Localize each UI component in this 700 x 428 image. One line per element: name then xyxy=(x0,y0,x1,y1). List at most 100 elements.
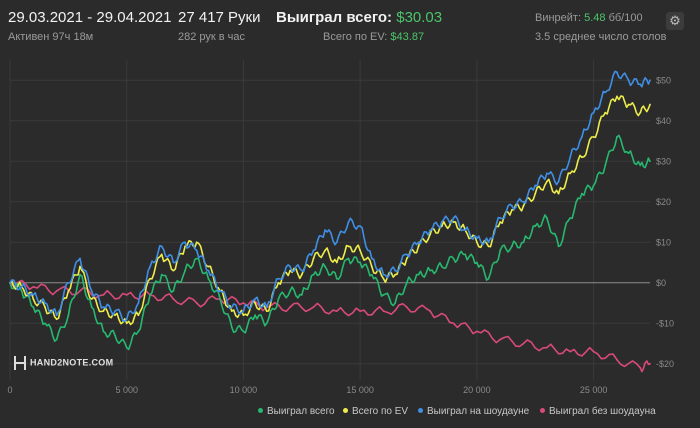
data-point-no-showdown xyxy=(499,338,502,341)
x-tick-label: 10 000 xyxy=(230,385,258,395)
data-point-no-showdown xyxy=(102,294,105,296)
data-point-ev xyxy=(616,95,618,98)
data-point-ev xyxy=(254,302,257,304)
data-point-ev xyxy=(475,241,478,244)
legend-label-no-showdown: Выиграл без шоудауна xyxy=(549,406,656,417)
data-point-ev xyxy=(289,269,292,272)
legend-dot-won-total xyxy=(258,407,263,413)
data-point-won-total xyxy=(160,273,163,276)
x-tick-label: 15 000 xyxy=(346,385,374,395)
data-point-no-showdown xyxy=(429,310,432,313)
legend-dot-no-showdown xyxy=(540,407,545,413)
data-point-showdown xyxy=(347,221,350,223)
data-point-won-total xyxy=(499,249,502,252)
data-point-won-total xyxy=(67,314,70,317)
legend-item-no-showdown[interactable]: Выиграл без шоудауна xyxy=(540,406,656,417)
data-point-won-total xyxy=(370,273,373,276)
legend-item-showdown[interactable]: Выиграл на шоудауне xyxy=(418,406,529,417)
data-point-showdown xyxy=(335,241,338,244)
data-point-won-total xyxy=(219,298,221,300)
winrate-value: 5.48 xyxy=(584,12,606,24)
data-point-ev xyxy=(149,277,151,280)
data-point-won-total xyxy=(382,294,385,296)
data-point-no-showdown xyxy=(522,342,525,345)
data-point-showdown xyxy=(522,200,525,203)
data-point-ev xyxy=(207,265,210,268)
data-point-won-total xyxy=(265,322,268,325)
data-point-ev xyxy=(522,204,525,207)
data-point-won-total xyxy=(545,217,548,219)
data-point-won-total xyxy=(581,192,583,195)
data-point-showdown xyxy=(219,289,221,292)
data-point-won-total xyxy=(90,306,93,308)
data-point-showdown xyxy=(184,241,186,244)
data-point-ev xyxy=(405,257,408,260)
data-point-showdown xyxy=(125,318,128,321)
data-point-won-total xyxy=(487,277,490,280)
data-point-ev xyxy=(557,192,560,195)
legend-item-won-total[interactable]: Выиграл всего xyxy=(258,406,335,417)
data-point-won-total xyxy=(172,289,175,292)
data-point-showdown xyxy=(394,269,397,272)
data-point-no-showdown xyxy=(649,362,651,365)
hands-per-hour: 282 рук в час xyxy=(178,31,246,43)
chart-lines xyxy=(9,70,651,373)
data-point-ev xyxy=(277,281,280,284)
data-point-showdown xyxy=(417,241,420,244)
active-time: Активен 97ч 18м xyxy=(8,31,94,43)
hand2note-logo: HAND2NOTE.COM xyxy=(14,356,113,376)
data-point-ev xyxy=(649,103,651,106)
data-point-won-total xyxy=(195,257,198,260)
legend-item-ev[interactable]: Всего по EV xyxy=(343,406,408,417)
data-point-ev xyxy=(160,253,163,256)
data-point-ev xyxy=(581,156,583,159)
logo-text: HAND2NOTE.COM xyxy=(30,357,114,368)
data-point-showdown xyxy=(452,217,455,219)
data-point-ev xyxy=(230,310,233,313)
data-point-won-total xyxy=(510,245,513,248)
data-point-won-total xyxy=(125,346,128,349)
data-point-no-showdown xyxy=(195,302,198,304)
data-point-won-total xyxy=(359,261,362,264)
data-point-won-total xyxy=(604,164,607,167)
data-point-ev xyxy=(569,172,572,175)
data-point-won-total xyxy=(452,257,455,260)
data-point-no-showdown xyxy=(79,289,81,292)
data-point-ev xyxy=(370,265,373,268)
data-point-ev xyxy=(499,221,502,223)
data-point-showdown xyxy=(475,237,478,240)
data-point-ev xyxy=(195,241,198,244)
gear-icon[interactable]: ⚙ xyxy=(666,12,684,30)
data-point-ev xyxy=(487,245,490,248)
data-point-showdown xyxy=(67,281,70,284)
data-point-ev xyxy=(347,245,350,248)
ev-label: Всего по EV: xyxy=(323,31,388,43)
data-point-no-showdown xyxy=(242,302,245,304)
data-point-ev xyxy=(359,249,362,252)
data-point-won-total xyxy=(79,273,81,276)
data-point-won-total xyxy=(289,289,292,292)
data-point-ev xyxy=(452,221,455,223)
data-point-won-total xyxy=(464,253,467,256)
data-point-ev xyxy=(265,310,268,313)
winrate-unit: бб/100 xyxy=(608,12,643,24)
y-tick-label: $20 xyxy=(656,197,671,207)
data-point-won-total xyxy=(254,314,257,317)
data-point-won-total xyxy=(649,160,651,163)
data-point-won-total xyxy=(627,152,630,155)
y-tick-label: -$10 xyxy=(656,318,674,328)
data-point-showdown xyxy=(359,225,362,227)
data-point-showdown xyxy=(324,229,327,232)
data-point-won-total xyxy=(616,136,618,138)
data-point-no-showdown xyxy=(32,285,35,288)
date-range[interactable]: 29.03.2021 - 29.04.2021 xyxy=(8,9,172,26)
data-point-no-showdown xyxy=(545,346,548,349)
data-point-won-total xyxy=(347,257,350,260)
legend-label-ev: Всего по EV xyxy=(352,406,409,417)
hands-count: 27 417 Руки xyxy=(178,9,261,26)
data-point-won-total xyxy=(114,334,116,337)
data-point-ev xyxy=(300,273,303,276)
data-point-ev xyxy=(79,265,81,268)
data-point-showdown xyxy=(44,302,46,304)
data-point-no-showdown xyxy=(289,306,292,308)
